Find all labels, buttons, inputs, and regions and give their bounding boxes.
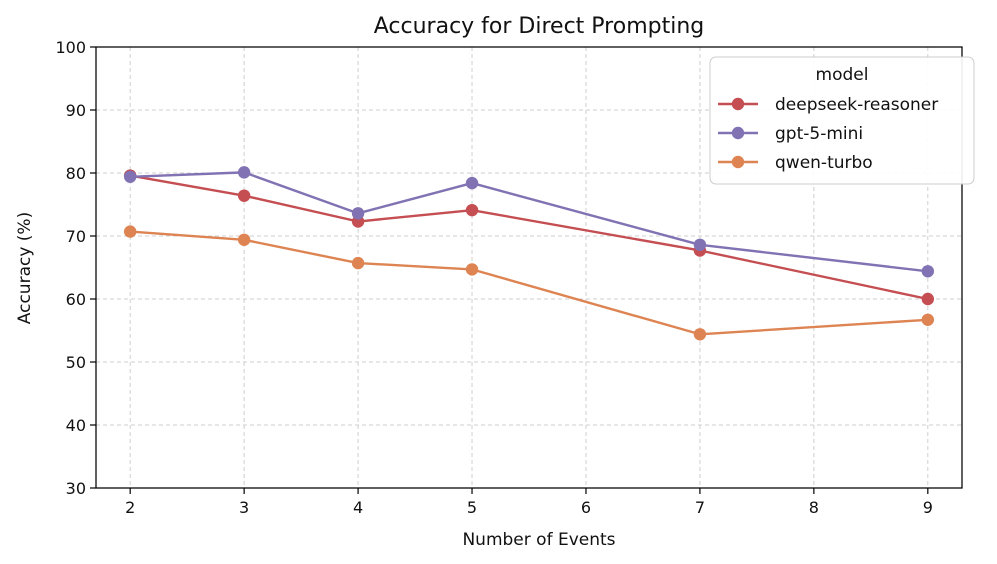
x-tick-label: 9 bbox=[923, 498, 933, 517]
legend-title: model bbox=[816, 65, 869, 85]
data-point bbox=[351, 207, 365, 220]
series-layer bbox=[123, 166, 935, 341]
y-tick-label: 50 bbox=[66, 353, 86, 372]
y-tick-label: 60 bbox=[66, 290, 86, 309]
data-point bbox=[237, 166, 251, 179]
tick-layer: 2 3 4 5 6 7 8 9 30 40 50 60 70 80 90 100 bbox=[55, 38, 932, 517]
data-point bbox=[921, 313, 935, 326]
y-tick-label: 100 bbox=[55, 38, 86, 57]
y-tick-label: 90 bbox=[66, 101, 86, 120]
chart-title: Accuracy for Direct Prompting bbox=[374, 14, 704, 39]
legend-label: deepseek-reasoner bbox=[775, 95, 938, 115]
y-tick-label: 70 bbox=[66, 227, 86, 246]
data-point bbox=[693, 328, 707, 341]
x-tick-label: 5 bbox=[467, 498, 477, 517]
x-tick-label: 2 bbox=[125, 498, 135, 517]
data-point bbox=[237, 189, 251, 202]
legend-box bbox=[709, 56, 975, 185]
series-line bbox=[128, 174, 930, 301]
x-tick-label: 4 bbox=[353, 498, 363, 517]
series-line bbox=[128, 171, 930, 273]
x-axis-label: Number of Events bbox=[462, 530, 615, 550]
data-point bbox=[921, 265, 935, 278]
data-point bbox=[465, 263, 479, 276]
data-point bbox=[921, 292, 935, 306]
x-tick-label: 6 bbox=[581, 498, 591, 517]
y-axis-label: Accuracy (%) bbox=[15, 212, 35, 324]
y-tick-label: 40 bbox=[66, 416, 86, 435]
legend-label: qwen-turbo bbox=[775, 153, 873, 173]
x-tick-label: 8 bbox=[809, 498, 819, 517]
plot-frame bbox=[95, 46, 963, 489]
x-tick-label: 3 bbox=[239, 498, 249, 517]
data-point bbox=[465, 176, 479, 190]
x-tick-label: 7 bbox=[695, 498, 705, 517]
data-point bbox=[123, 170, 137, 183]
y-tick-label: 80 bbox=[66, 164, 86, 183]
legend: model deepseek-reasoner gpt-5-mini qwen-tu… bbox=[709, 56, 975, 185]
series-qwen-turbo bbox=[123, 225, 935, 341]
data-point bbox=[123, 225, 137, 238]
data-point bbox=[351, 256, 365, 270]
y-tick-label: 30 bbox=[66, 479, 86, 498]
legend-label: gpt-5-mini bbox=[775, 124, 863, 144]
series-gpt-5-mini bbox=[123, 166, 935, 278]
data-point bbox=[465, 203, 479, 217]
legend-marker bbox=[731, 126, 745, 140]
data-point bbox=[693, 238, 707, 252]
data-point bbox=[237, 233, 251, 246]
legend-marker bbox=[731, 97, 745, 111]
legend-items: deepseek-reasoner gpt-5-mini qwen-turbo bbox=[718, 95, 938, 173]
legend-marker bbox=[731, 155, 745, 169]
series-line bbox=[128, 230, 930, 336]
